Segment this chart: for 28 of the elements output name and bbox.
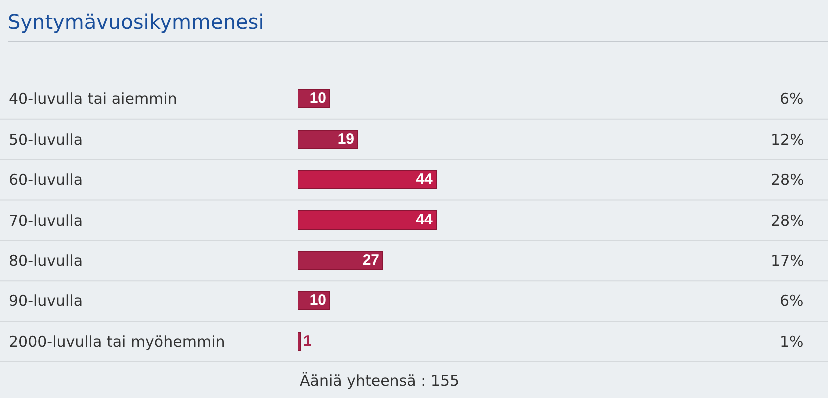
bar: [298, 251, 383, 270]
bar: [298, 332, 301, 351]
text: 28%: [771, 171, 804, 189]
text: 6%: [780, 292, 804, 310]
text: 6%: [780, 90, 804, 108]
data-label: 10: [310, 90, 326, 107]
text: Ääniä yhteensä : 155: [300, 372, 460, 390]
data-label: 44: [416, 212, 434, 228]
bar: [298, 130, 358, 149]
y-tick-label: 90-luvulla: [9, 292, 84, 310]
data-label: 44: [416, 171, 434, 188]
y-tick-label: 80-luvulla: [9, 252, 84, 270]
y-tick-label: 2000-luvulla tai myöhemmin: [9, 333, 226, 351]
text: 28%: [771, 212, 804, 230]
y-tick-label: 50-luvulla: [9, 131, 84, 149]
text: 1%: [780, 333, 804, 351]
data-label: 10: [310, 292, 326, 309]
y-tick-label: 40-luvulla tai aiemmin: [9, 90, 178, 108]
data-label: 27: [362, 252, 380, 269]
y-tick-label: 70-luvulla: [9, 212, 84, 230]
bar: [298, 170, 437, 189]
data-label: 19: [338, 131, 354, 148]
y-tick-label: 60-luvulla: [9, 171, 84, 189]
bar: [298, 210, 437, 230]
text: 17%: [771, 252, 804, 270]
text: Syntymävuosikymmenesi: [8, 10, 264, 34]
text: 12%: [771, 131, 804, 149]
data-label: 1: [304, 333, 312, 350]
